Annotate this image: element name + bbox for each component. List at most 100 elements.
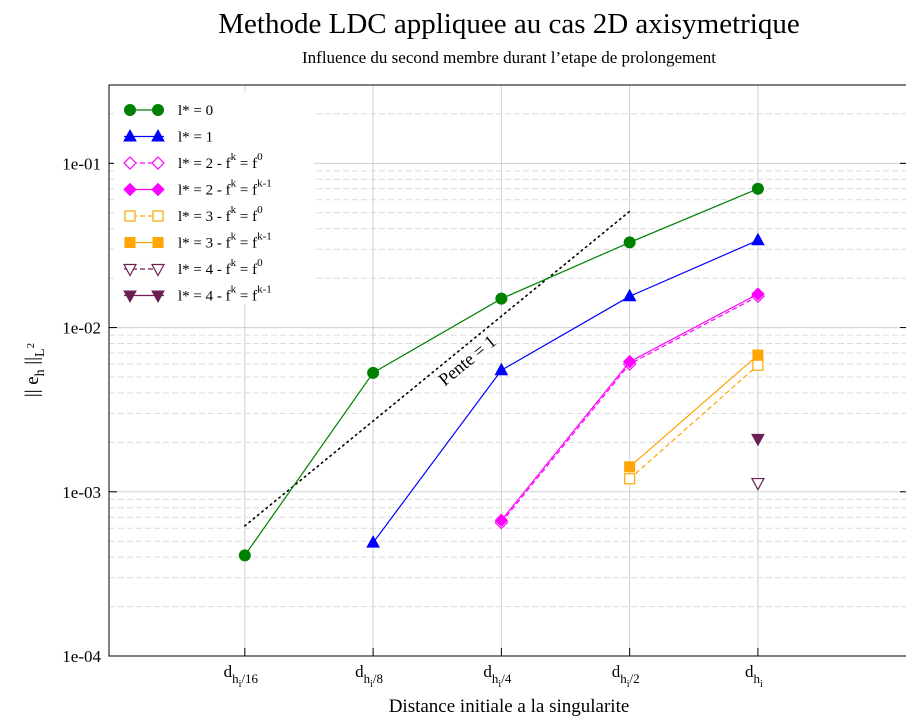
legend-label-sup: k-1 [257, 284, 272, 296]
series-7 [751, 433, 765, 447]
y-label-sub1: h [33, 369, 48, 376]
legend-marker [123, 128, 137, 142]
x-tick-base: d [224, 662, 233, 681]
plot-frame [108, 84, 906, 657]
legend-marker [150, 263, 166, 277]
legend-label-mid: = f [236, 262, 257, 278]
legend-label: l* = 3 - fk = fk-1 [178, 231, 272, 252]
data-point [494, 513, 509, 528]
x-tick-sub: h [620, 671, 627, 686]
legend-label-main: l* = 2 - f [178, 156, 231, 172]
legend-label-main: l* = 3 - f [178, 236, 231, 252]
legend-item: l* = 4 - fk = fk-1 [123, 284, 272, 305]
legend-label-mid: = f [236, 209, 257, 225]
chart-subtitle: Influence du second membre durant l’etap… [302, 48, 716, 67]
legend-item: l* = 0 [124, 103, 213, 119]
x-tick-subsub: i [239, 679, 242, 690]
x-tick-tail: /8 [373, 671, 383, 686]
legend-marker [123, 182, 137, 197]
legend-label-main: l* = 1 [178, 130, 213, 146]
legend-label-sup: k [231, 204, 237, 216]
legend-label-mid: = f [236, 236, 257, 252]
x-axis: dhi/16 dhi/8 dhi/4 dhi/2 dhi [224, 648, 763, 690]
data-point [751, 287, 765, 301]
legend-marker [151, 290, 165, 304]
y-label-sup: 2 [25, 343, 37, 349]
y-tick-label: 1e-04 [62, 647, 101, 666]
legend-marker [123, 290, 137, 304]
legend-item: l* = 4 - fk = f0 [122, 257, 263, 278]
slope-label: Pente = 1 [434, 331, 499, 390]
legend-label-sup: 0 [257, 151, 263, 163]
y-label-base: || e [22, 376, 43, 397]
series-0 [238, 182, 764, 562]
legend-marker [124, 104, 136, 116]
legend-item: l* = 2 - fk = fk-1 [123, 178, 272, 199]
legend-label-main: l* = 4 - f [178, 262, 231, 278]
legend-background [114, 92, 314, 304]
legend-label-main: l* = 4 - f [178, 289, 231, 305]
legend-label-main: l* = 2 - f [178, 183, 231, 199]
legend-label-sup: k [231, 284, 237, 296]
legend-label: l* = 2 - fk = fk-1 [178, 178, 272, 199]
x-tick-sub: h [754, 671, 761, 686]
y-axis: 1e-01 1e-02 1e-03 1e-04 [62, 154, 906, 666]
data-point [624, 473, 636, 485]
x-tick-subsub: i [498, 679, 501, 690]
series-line [629, 364, 759, 480]
data-point [238, 549, 251, 562]
legend-label-sup: 0 [257, 204, 263, 216]
chart-title: Methode LDC appliquee au cas 2D axisymet… [218, 8, 799, 40]
slope-line [244, 210, 631, 527]
legend-marker [152, 237, 164, 248]
x-tick-base: d [483, 662, 492, 681]
data-point [366, 535, 380, 548]
data-point [752, 349, 764, 361]
series-3 [494, 287, 765, 528]
legend-label-sup: k-1 [257, 178, 272, 190]
x-tick-subsub: i [760, 679, 763, 690]
y-tick-label: 1e-01 [62, 154, 101, 173]
x-tick-label: dhi/16 [224, 662, 259, 690]
legend-label-sup: 0 [257, 257, 263, 269]
x-tick-sub: h [492, 671, 499, 686]
legend-item: l* = 2 - fk = f0 [123, 151, 263, 172]
data-point [752, 359, 764, 371]
data-point [751, 232, 765, 246]
legend-label: l* = 1 [178, 130, 213, 146]
legend-marker [124, 210, 136, 222]
y-axis-label: || eh ||L2 [22, 343, 48, 397]
x-tick-tail: /2 [629, 671, 639, 686]
legend-item: l* = 3 - fk = fk-1 [124, 231, 272, 252]
x-tick-label: dhi [745, 662, 763, 690]
legend-label-main: l* = 0 [178, 103, 213, 119]
y-label-mid: || [22, 357, 43, 369]
series-5 [624, 349, 764, 473]
x-axis-label: Distance initiale a la singularite [389, 696, 630, 717]
y-tick-label: 1e-02 [62, 319, 101, 338]
legend-item: l* = 3 - fk = f0 [124, 204, 263, 225]
series-line [629, 354, 759, 468]
data-point [623, 236, 636, 249]
x-tick-label: dhi/8 [355, 662, 383, 690]
series-1 [366, 232, 765, 548]
legend-label-sup: k [231, 178, 237, 190]
series-4 [624, 359, 764, 485]
legend-marker [122, 263, 138, 277]
legend-label-sup: k [231, 151, 237, 163]
legend: l* = 0l* = 1l* = 2 - fk = f0l* = 2 - fk … [122, 103, 272, 305]
data-point [367, 366, 380, 379]
legend-marker [152, 104, 164, 116]
x-tick-subsub: i [370, 679, 373, 690]
data-point [494, 362, 509, 376]
legend-label-mid: = f [236, 289, 257, 305]
legend-marker [123, 156, 137, 170]
legend-label-mid: = f [236, 183, 257, 199]
y-tick-label: 1e-03 [62, 483, 101, 502]
x-tick-tail: /16 [241, 671, 258, 686]
series-line [372, 239, 759, 544]
x-tick-label: dhi/2 [612, 662, 640, 690]
series-group [238, 182, 765, 562]
x-tick-sub: h [364, 671, 371, 686]
